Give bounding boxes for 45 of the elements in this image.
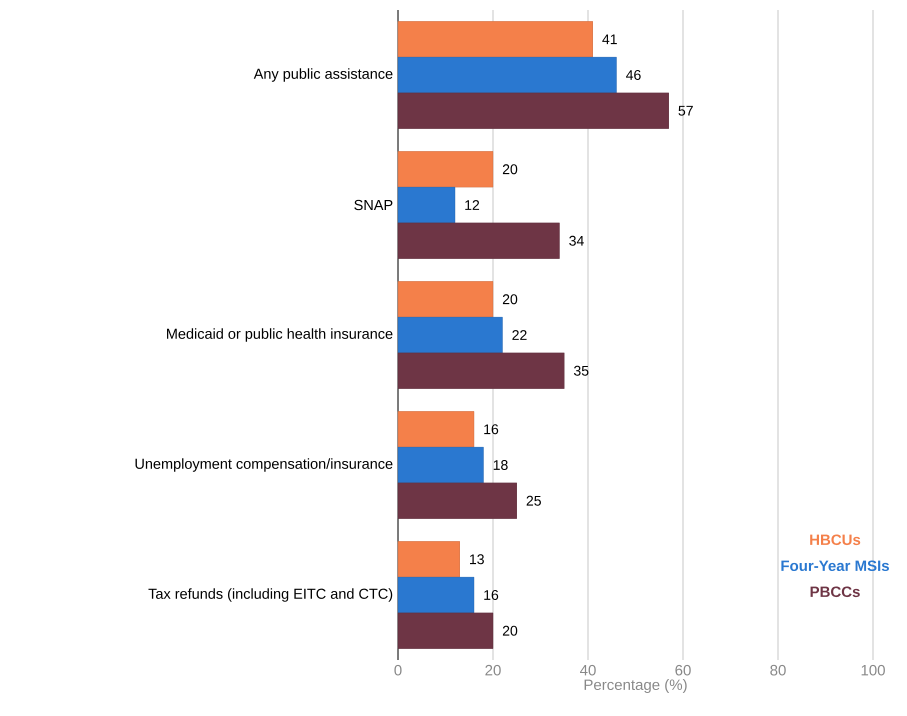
bar — [398, 56, 617, 94]
x-tick-label: 100 — [862, 664, 885, 676]
text: HBCUs — [810, 534, 860, 546]
bar — [398, 411, 474, 448]
data-label: 34 — [569, 236, 584, 246]
y-tick-label: SNAP — [354, 200, 392, 210]
bar — [398, 92, 669, 129]
bar — [398, 186, 456, 224]
bar — [398, 222, 560, 259]
data-label: 16 — [484, 424, 498, 434]
data-label: 20 — [502, 164, 518, 174]
bar — [398, 482, 517, 519]
text: PBCCs — [810, 586, 860, 598]
bar — [398, 151, 494, 188]
bar — [398, 446, 484, 484]
x-tick-label: 60 — [675, 664, 691, 676]
data-label: 22 — [512, 330, 527, 340]
data-label: 25 — [526, 496, 541, 506]
bar — [398, 541, 460, 578]
data-label: 12 — [465, 200, 480, 210]
bar — [398, 352, 564, 389]
bar — [398, 576, 474, 614]
data-label: 35 — [574, 366, 588, 376]
x-axis-title: Percentage (%) — [584, 679, 687, 693]
y-tick-label: Tax refunds (including EITC and CTC) — [148, 588, 392, 602]
x-tick-label: 0 — [394, 664, 402, 676]
y-tick-label: Unemployment compensation/insurance — [136, 458, 392, 472]
data-label: 57 — [678, 106, 693, 116]
data-label: 20 — [502, 626, 518, 636]
bar — [398, 21, 593, 58]
text: Four-Year MSIs — [781, 560, 889, 572]
y-tick-label: Medicaid or public health insurance — [167, 328, 392, 342]
data-label: 41 — [602, 34, 617, 44]
x-tick-label: 20 — [485, 664, 501, 676]
y-tick-label: Any public assistance — [254, 68, 392, 82]
data-label: 18 — [494, 460, 508, 470]
bar — [398, 281, 494, 318]
x-tick-label: 40 — [580, 664, 596, 676]
bar — [398, 316, 503, 354]
data-label: 46 — [626, 70, 641, 80]
data-label: 16 — [484, 590, 498, 600]
data-label: 13 — [470, 554, 484, 564]
x-tick-label: 80 — [770, 664, 786, 676]
bar — [398, 612, 494, 649]
data-label: 20 — [502, 294, 518, 304]
